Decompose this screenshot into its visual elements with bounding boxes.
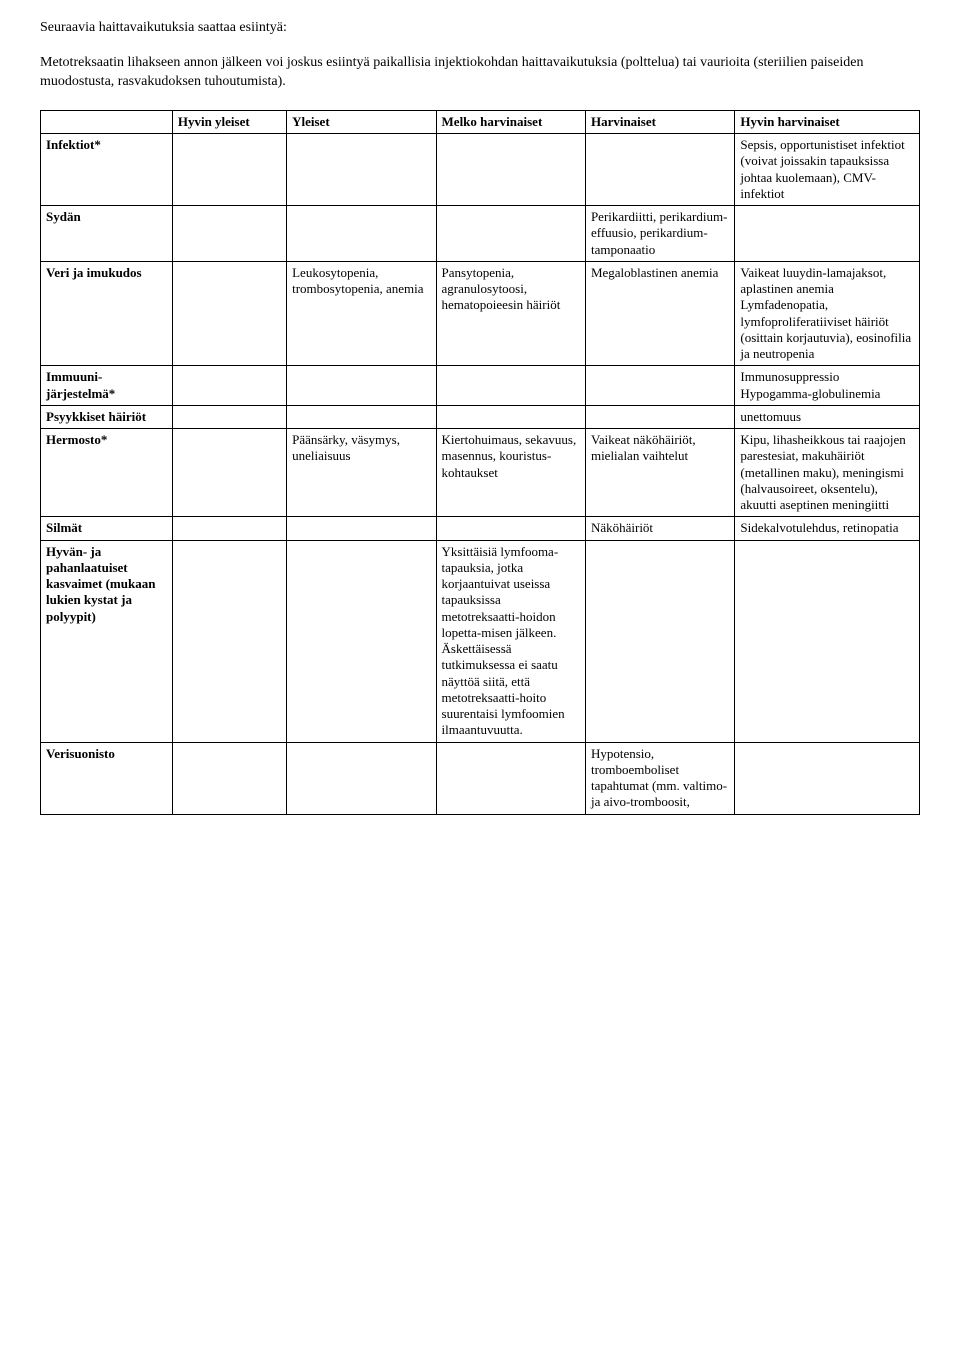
header-col4: Melko harvinaiset [436,110,585,133]
cell [172,134,286,206]
cell: Näköhäiriöt [585,517,734,540]
cell [287,134,436,206]
cell [287,742,436,814]
cell [172,517,286,540]
cell: Leukosytopenia, trombosytopenia, anemia [287,261,436,366]
cell: Hypotensio, tromboemboliset tapahtumat (… [585,742,734,814]
cell: Megaloblastinen anemia [585,261,734,366]
row-label: Sydän [41,206,173,262]
table-row: Psyykkiset häiriöt unettomuus [41,405,920,428]
cell [287,517,436,540]
table-row: Silmät Näköhäiriöt Sidekalvotulehdus, re… [41,517,920,540]
row-label: Infektiot* [41,134,173,206]
table-row: Verisuonisto Hypotensio, tromboemboliset… [41,742,920,814]
row-label: Immuuni-järjestelmä* [41,366,173,406]
cell [172,742,286,814]
table-row: Sydän Perikardiitti, perikardium-effuusi… [41,206,920,262]
header-col3: Yleiset [287,110,436,133]
row-label: Silmät [41,517,173,540]
cell: Yksittäisiä lymfooma-tapauksia, jotka ko… [436,540,585,742]
cell: Kiertohuimaus, sekavuus, masennus, kouri… [436,429,585,517]
cell [436,134,585,206]
intro-paragraph: Metotreksaatin lihakseen annon jälkeen v… [40,54,920,92]
cell [585,134,734,206]
cell [735,206,920,262]
row-label: Hyvän- ja pahanlaatuiset kasvaimet (muka… [41,540,173,742]
cell: Immunosuppressio Hypogamma-globulinemia [735,366,920,406]
table-header-row: Hyvin yleiset Yleiset Melko harvinaiset … [41,110,920,133]
intro-heading: Seuraavia haittavaikutuksia saattaa esii… [40,20,920,36]
cell: Päänsärky, väsymys, uneliaisuus [287,429,436,517]
cell [287,540,436,742]
adverse-effects-table: Hyvin yleiset Yleiset Melko harvinaiset … [40,110,920,815]
cell: Sepsis, opportunistiset infektiot (voiva… [735,134,920,206]
cell [172,540,286,742]
cell [436,206,585,262]
row-label: Hermosto* [41,429,173,517]
row-label: Verisuonisto [41,742,173,814]
cell [172,261,286,366]
cell [735,540,920,742]
cell: Vaikeat näköhäiriöt, mielialan vaihtelut [585,429,734,517]
cell [436,405,585,428]
cell [436,742,585,814]
table-row: Hyvän- ja pahanlaatuiset kasvaimet (muka… [41,540,920,742]
cell [585,540,734,742]
cell [436,517,585,540]
table-row: Veri ja imukudos Leukosytopenia, trombos… [41,261,920,366]
table-row: Hermosto* Päänsärky, väsymys, uneliaisuu… [41,429,920,517]
cell [172,429,286,517]
cell [585,405,734,428]
cell: unettomuus [735,405,920,428]
header-col6: Hyvin harvinaiset [735,110,920,133]
cell [585,366,734,406]
cell [172,206,286,262]
header-col1 [41,110,173,133]
row-label: Veri ja imukudos [41,261,173,366]
cell: Sidekalvotulehdus, retinopatia [735,517,920,540]
header-col5: Harvinaiset [585,110,734,133]
cell: Pansytopenia, agranulosytoosi, hematopoi… [436,261,585,366]
row-label: Psyykkiset häiriöt [41,405,173,428]
cell: Kipu, lihasheikkous tai raajojen pareste… [735,429,920,517]
cell [287,206,436,262]
cell: Vaikeat luuydin-lamajaksot, aplastinen a… [735,261,920,366]
table-row: Immuuni-järjestelmä* Immunosuppressio Hy… [41,366,920,406]
cell [287,405,436,428]
cell [172,405,286,428]
cell [735,742,920,814]
cell: Perikardiitti, perikardium-effuusio, per… [585,206,734,262]
cell [287,366,436,406]
table-row: Infektiot* Sepsis, opportunistiset infek… [41,134,920,206]
header-col2: Hyvin yleiset [172,110,286,133]
cell [436,366,585,406]
cell [172,366,286,406]
